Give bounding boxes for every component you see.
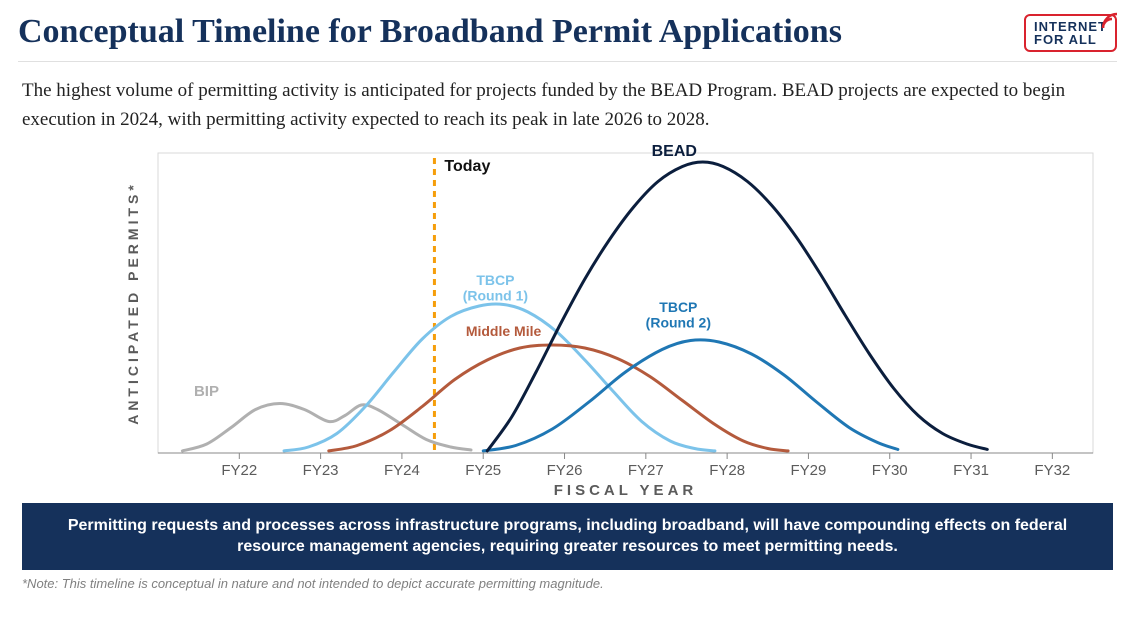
svg-text:FY28: FY28 xyxy=(709,462,745,479)
logo-line-2: FOR ALL xyxy=(1034,33,1107,46)
svg-text:FY27: FY27 xyxy=(627,462,663,479)
svg-text:FY24: FY24 xyxy=(383,462,419,479)
svg-text:Middle Mile: Middle Mile xyxy=(465,323,541,339)
timeline-chart: FY22 FY23 FY24 FY25 FY26 FY27 FY28 FY29 FY30 FY31… xyxy=(38,143,1098,503)
page-title: Conceptual Timeline for Broadband Permit… xyxy=(18,12,842,53)
svg-text:FY26: FY26 xyxy=(546,462,582,479)
wifi-icon xyxy=(1101,12,1119,30)
svg-text:FY22: FY22 xyxy=(221,462,257,479)
svg-text:FY25: FY25 xyxy=(465,462,501,479)
footnote: *Note: This timeline is conceptual in na… xyxy=(22,576,1113,591)
svg-text:Today: Today xyxy=(444,158,490,175)
internet-for-all-logo: INTERNET FOR ALL xyxy=(1024,14,1117,52)
chart-svg: FY22 FY23 FY24 FY25 FY26 FY27 FY28 FY29 FY30 FY31… xyxy=(38,143,1098,503)
callout-banner: Permitting requests and processes across… xyxy=(22,503,1113,570)
intro-paragraph: The highest volume of permitting activit… xyxy=(22,76,1113,135)
svg-text:FY30: FY30 xyxy=(871,462,907,479)
svg-text:BEAD: BEAD xyxy=(651,143,696,160)
header-row: Conceptual Timeline for Broadband Permit… xyxy=(18,12,1117,62)
svg-text:FISCAL YEAR: FISCAL YEAR xyxy=(553,482,696,499)
svg-text:FY23: FY23 xyxy=(302,462,338,479)
svg-text:BIP: BIP xyxy=(193,383,218,400)
svg-text:FY31: FY31 xyxy=(953,462,989,479)
svg-text:FY32: FY32 xyxy=(1034,462,1070,479)
svg-text:FY29: FY29 xyxy=(790,462,826,479)
svg-text:ANTICIPATED PERMITS*: ANTICIPATED PERMITS* xyxy=(125,181,141,425)
